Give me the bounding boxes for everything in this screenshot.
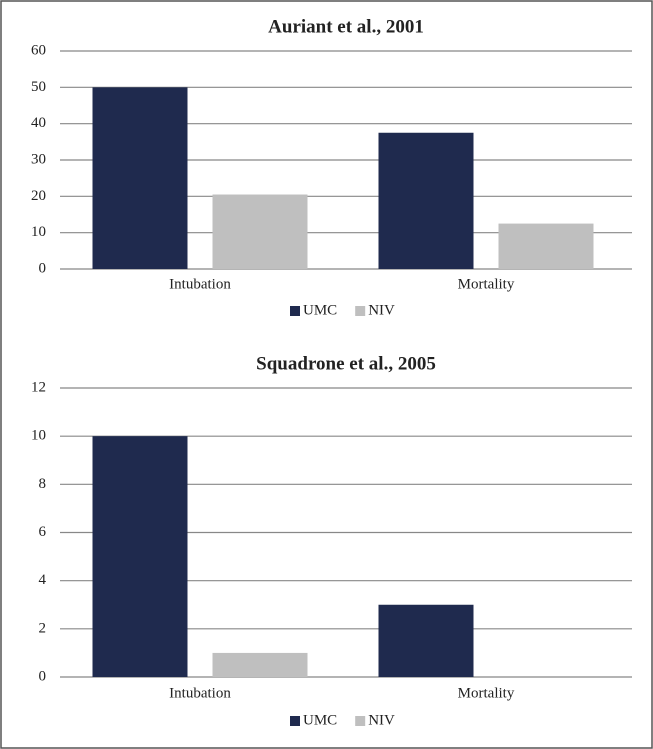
y-tick-label: 6 [39, 524, 47, 540]
y-tick-label: 0 [39, 260, 47, 276]
legend-swatch [355, 716, 366, 726]
y-tick-label: 40 [31, 115, 46, 131]
y-tick-label: 8 [39, 476, 47, 492]
y-tick-label: 0 [39, 668, 47, 684]
legend-label: UMC [303, 712, 337, 728]
legend-swatch [290, 306, 300, 316]
y-tick-label: 12 [31, 379, 46, 395]
legend-swatch [290, 716, 300, 726]
legend-swatch [355, 306, 366, 316]
y-tick-label: 4 [39, 572, 47, 588]
bar [92, 87, 188, 269]
legend-label: NIV [368, 712, 395, 728]
y-tick-label: 30 [31, 151, 46, 167]
x-tick-label: Intubation [169, 276, 231, 292]
y-tick-label: 20 [31, 188, 46, 204]
bar [498, 223, 594, 269]
x-tick-label: Mortality [458, 685, 515, 701]
bar [92, 436, 188, 677]
x-tick-label: Mortality [458, 276, 515, 292]
bar [378, 132, 474, 269]
y-tick-label: 60 [31, 42, 46, 58]
y-tick-label: 50 [31, 79, 46, 95]
bar [212, 652, 308, 677]
legend-label: UMC [303, 302, 337, 318]
bar [378, 604, 474, 677]
x-tick-label: Intubation [169, 685, 231, 701]
bar [212, 194, 308, 269]
y-tick-label: 10 [31, 428, 46, 444]
y-tick-label: 10 [31, 224, 46, 240]
legend-label: NIV [368, 302, 395, 318]
y-tick-label: 2 [39, 620, 47, 636]
chart-title: Squadrone et al., 2005 [256, 353, 436, 374]
chart-title: Auriant et al., 2001 [268, 16, 424, 37]
